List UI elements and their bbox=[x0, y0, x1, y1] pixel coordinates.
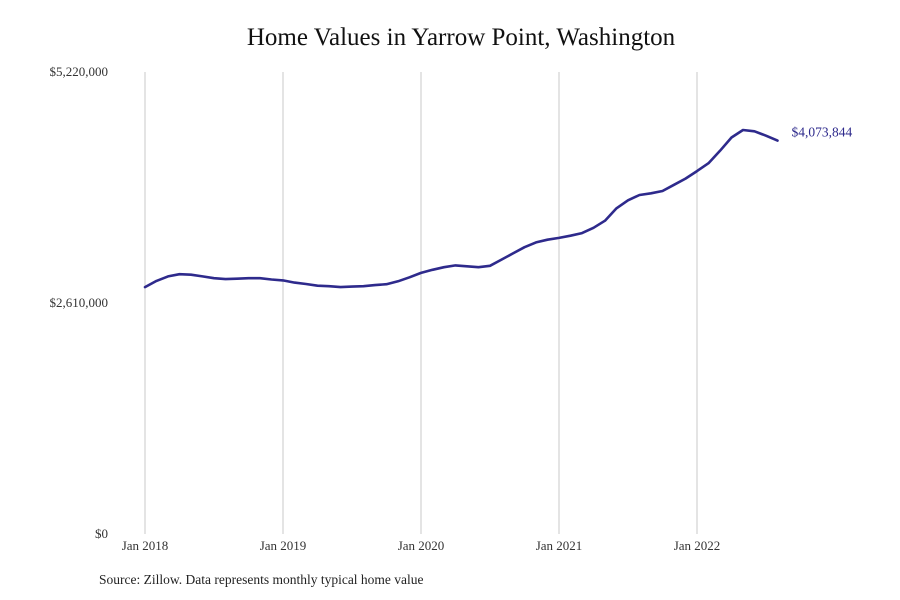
y-tick-label: $0 bbox=[95, 526, 108, 541]
x-axis-labels: Jan 2018 Jan 2019 Jan 2020 Jan 2021 Jan 2022 bbox=[122, 538, 721, 553]
x-tick-label: Jan 2018 bbox=[122, 538, 169, 553]
x-tick-label: Jan 2021 bbox=[536, 538, 583, 553]
end-value-label: $4,073,844 bbox=[792, 125, 853, 140]
chart-title: Home Values in Yarrow Point, Washington bbox=[246, 24, 676, 51]
source-note: Source: Zillow. Data represents monthly … bbox=[99, 572, 424, 587]
series-group bbox=[143, 128, 779, 289]
series-line bbox=[143, 128, 779, 289]
y-tick-label: $5,220,000 bbox=[50, 64, 109, 79]
y-axis-labels: $0 $2,610,000 $5,220,000 bbox=[50, 64, 109, 541]
x-tick-label: Jan 2020 bbox=[398, 538, 445, 553]
x-tick-label: Jan 2019 bbox=[260, 538, 307, 553]
gridlines bbox=[144, 72, 698, 534]
end-value-label-group: $4,073,844 bbox=[792, 125, 853, 140]
y-tick-label: $2,610,000 bbox=[50, 295, 109, 310]
x-tick-label: Jan 2022 bbox=[674, 538, 721, 553]
